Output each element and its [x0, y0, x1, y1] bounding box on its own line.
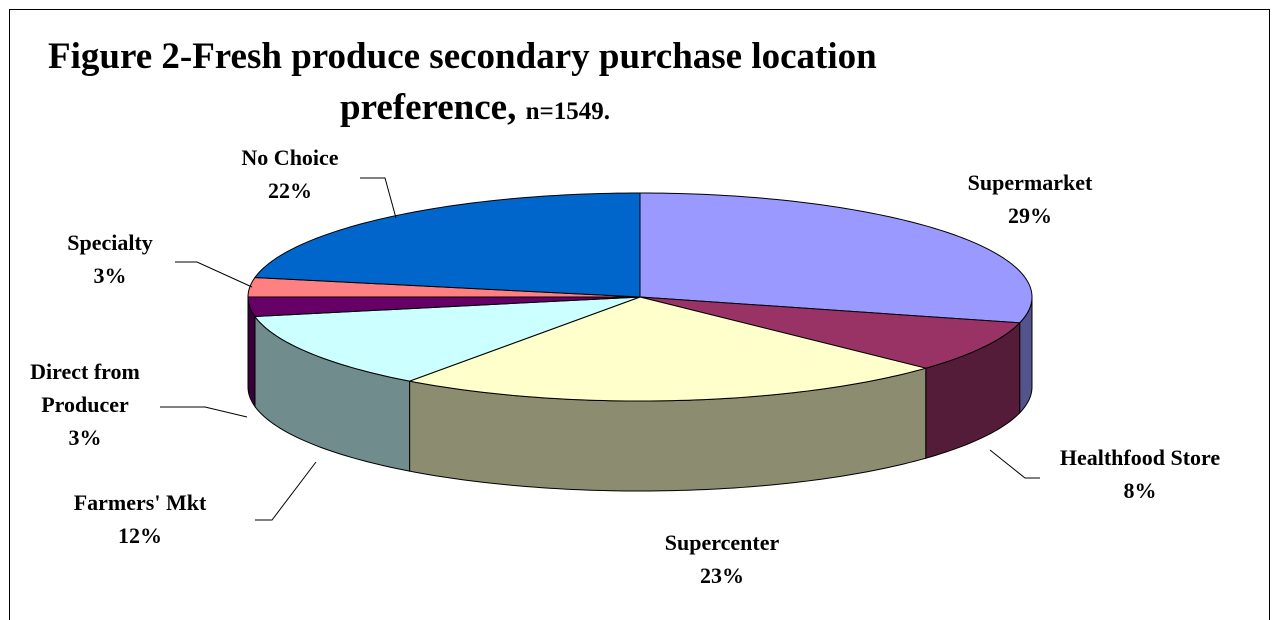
- value-label: 3%: [68, 425, 102, 450]
- data-label: Healthfood Store 8%: [1010, 441, 1270, 507]
- data-label: Supercenter 23%: [622, 526, 822, 592]
- category-label: Supercenter: [664, 530, 780, 555]
- chart-title: Figure 2-Fresh produce secondary purchas…: [48, 36, 877, 77]
- chart-title: preference,: [340, 87, 517, 128]
- data-label: Farmers' Mkt 12%: [40, 486, 240, 552]
- pie-slice: [639, 296, 1021, 369]
- data-label: Supermarket 29%: [930, 166, 1130, 232]
- leader-line: [989, 449, 1040, 479]
- pie: [247, 192, 1033, 492]
- category-label: Specialty: [67, 230, 153, 255]
- chart-title: preference, n=1549.: [340, 86, 610, 129]
- leader-line: [255, 461, 317, 521]
- pie-slice: [253, 296, 641, 382]
- data-label: No Choice 22%: [190, 141, 390, 207]
- pie-slice: [247, 296, 641, 318]
- frame: [9, 9, 1270, 620]
- value-label: 23%: [700, 563, 744, 588]
- pie-slice: [639, 192, 1033, 324]
- leader-lines: [160, 177, 1040, 521]
- pie-slice: [407, 296, 928, 402]
- value-label: 12%: [118, 523, 162, 548]
- leader-line: [175, 261, 253, 288]
- value-label: 22%: [268, 178, 312, 203]
- leader-line: [360, 177, 397, 219]
- category-label: Farmers' Mkt: [73, 490, 207, 515]
- chart-subtitle: n=1549.: [525, 98, 611, 125]
- category-label: Direct from Producer: [30, 359, 140, 417]
- value-label: 29%: [1008, 203, 1052, 228]
- data-label: Specialty 3%: [35, 226, 185, 292]
- pie-slice: [253, 192, 641, 298]
- value-label: 3%: [93, 263, 127, 288]
- category-label: Healthfood Store: [1059, 445, 1221, 470]
- data-label: Direct from Producer 3%: [10, 355, 160, 454]
- leader-line: [160, 406, 248, 418]
- category-label: Supermarket: [967, 170, 1093, 195]
- category-label: No Choice: [241, 145, 339, 170]
- value-label: 8%: [1123, 478, 1157, 503]
